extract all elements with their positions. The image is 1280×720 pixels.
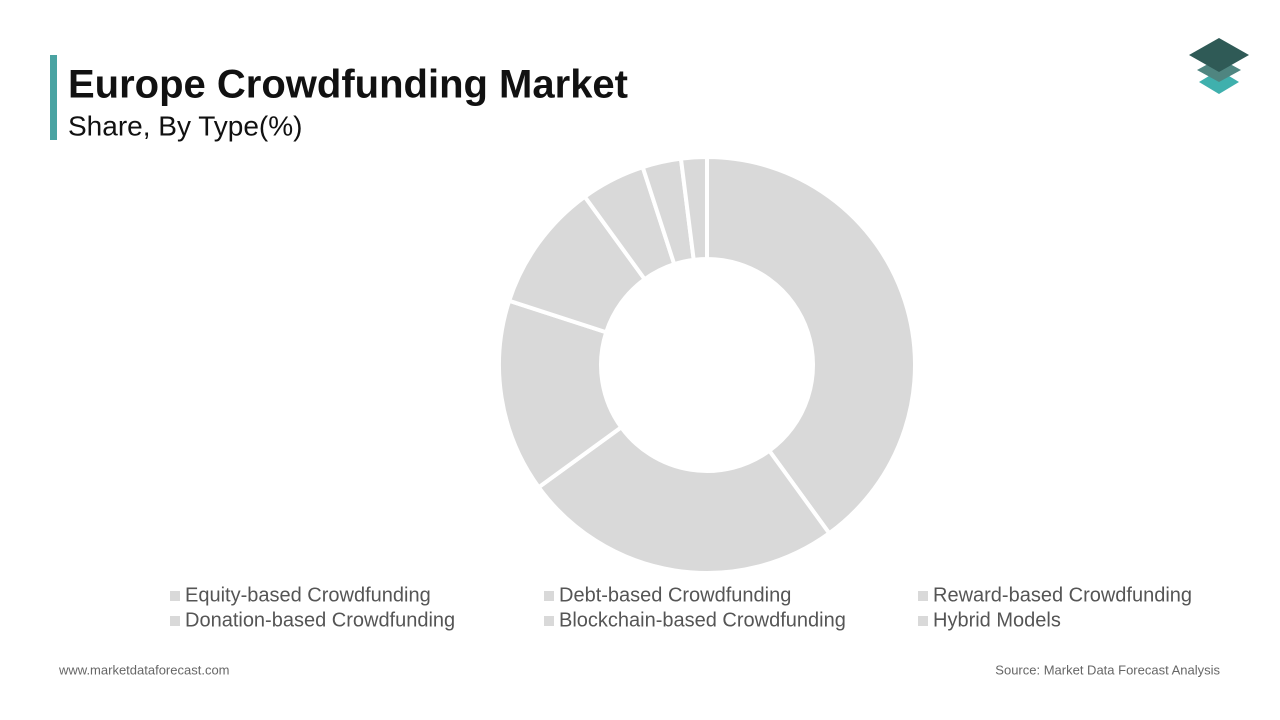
source: Source: Market Data Forecast Analysis xyxy=(995,662,1220,677)
legend-label: Reward-based Crowdfunding xyxy=(933,584,1192,606)
legend-swatch xyxy=(544,591,554,601)
title-accent xyxy=(50,55,57,140)
legend-label: Blockchain-based Crowdfunding xyxy=(559,609,846,631)
legend-label: Debt-based Crowdfunding xyxy=(559,584,791,606)
pie-slice xyxy=(497,298,625,491)
legend-label: Hybrid Models xyxy=(933,609,1061,631)
legend-swatch xyxy=(170,591,180,601)
pie-slice xyxy=(678,154,709,263)
legend-label: Equity-based Crowdfunding xyxy=(185,584,431,606)
legend-swatch xyxy=(918,591,928,601)
legend-swatch xyxy=(544,616,554,626)
legend-swatch xyxy=(170,616,180,626)
pie-slice xyxy=(535,424,833,575)
chart-title: Europe Crowdfunding Market xyxy=(68,63,628,107)
website: www.marketdataforecast.com xyxy=(58,662,230,677)
pie-slice xyxy=(705,154,917,537)
chart-subtitle: Share, By Type(%) xyxy=(68,110,302,141)
logo xyxy=(1189,38,1249,94)
legend-swatch xyxy=(918,616,928,626)
legend-label: Donation-based Crowdfunding xyxy=(185,609,455,631)
